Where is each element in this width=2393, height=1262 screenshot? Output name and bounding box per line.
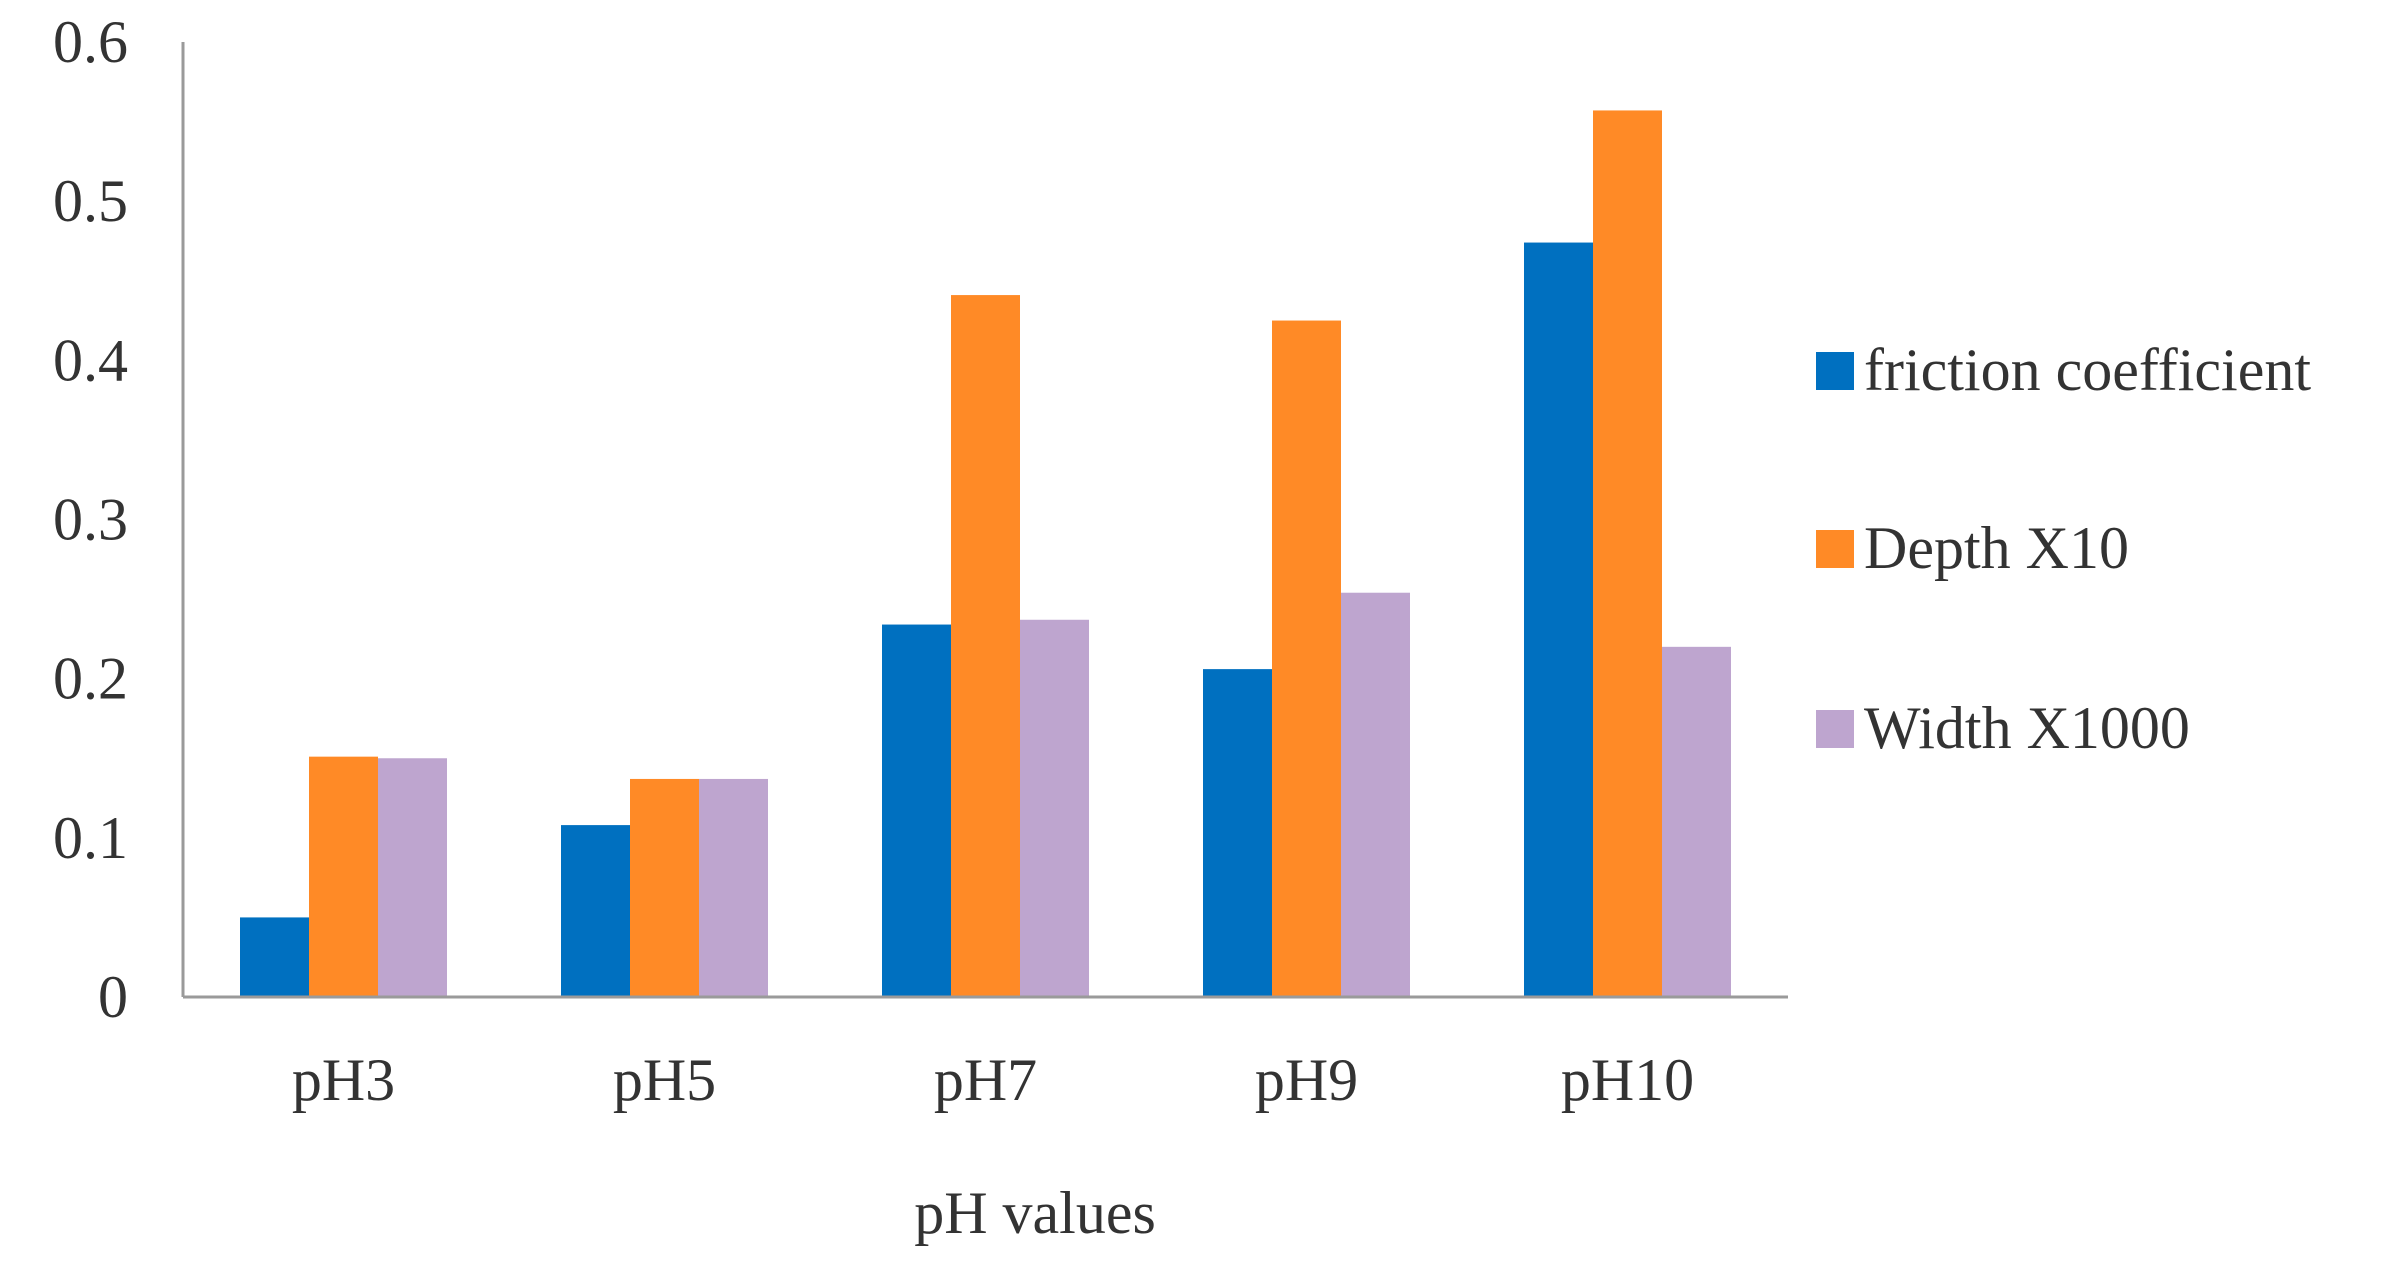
y-tick-label: 0.2 (53, 646, 128, 712)
legend-swatch (1816, 352, 1854, 390)
bar-friction-coefficient-ph10 (1524, 242, 1593, 998)
legend-label: friction coefficient (1864, 337, 2311, 403)
bar-friction-coefficient-ph9 (1203, 669, 1272, 997)
bar-width-x1000-ph10 (1662, 646, 1731, 997)
legend: friction coefficient Depth X10 Width X1000 (1816, 337, 2311, 761)
y-axis-ticks: 0 0.1 0.2 0.3 0.4 0.5 0.6 (53, 9, 128, 1030)
y-tick-label: 0.1 (53, 805, 128, 871)
x-axis-ticks: pH3 pH5 pH7 pH9 pH10 (292, 1047, 1694, 1113)
x-tick-label: pH9 (1255, 1047, 1358, 1113)
bar-depth-x10-ph10 (1593, 110, 1662, 998)
x-tick-label: pH5 (613, 1047, 716, 1113)
y-tick-label: 0.4 (53, 327, 128, 393)
bar-depth-x10-ph7 (951, 295, 1020, 997)
bar-width-x1000-ph5 (699, 778, 768, 997)
y-tick-label: 0.5 (53, 168, 128, 234)
bar-depth-x10-ph5 (630, 778, 699, 997)
bar-friction-coefficient-ph7 (882, 624, 951, 997)
bar-width-x1000-ph7 (1020, 619, 1089, 997)
legend-label: Depth X10 (1864, 515, 2129, 581)
y-tick-label: 0.6 (53, 9, 128, 75)
bar-depth-x10-ph9 (1272, 320, 1341, 998)
x-axis-title: pH values (914, 1180, 1156, 1246)
x-tick-label: pH7 (934, 1047, 1037, 1113)
bar-friction-coefficient-ph3 (240, 917, 309, 997)
legend-swatch (1816, 710, 1854, 748)
x-tick-label: pH3 (292, 1047, 395, 1113)
bar-depth-x10-ph3 (309, 756, 378, 997)
bar-width-x1000-ph3 (378, 758, 447, 997)
y-tick-label: 0 (98, 964, 128, 1030)
legend-swatch (1816, 530, 1854, 568)
bar-width-x1000-ph9 (1341, 592, 1410, 997)
legend-label: Width X1000 (1864, 695, 2190, 761)
bar-marks (240, 110, 1731, 998)
bar-friction-coefficient-ph5 (561, 825, 630, 997)
y-tick-label: 0.3 (53, 487, 128, 553)
x-tick-label: pH10 (1561, 1047, 1694, 1113)
